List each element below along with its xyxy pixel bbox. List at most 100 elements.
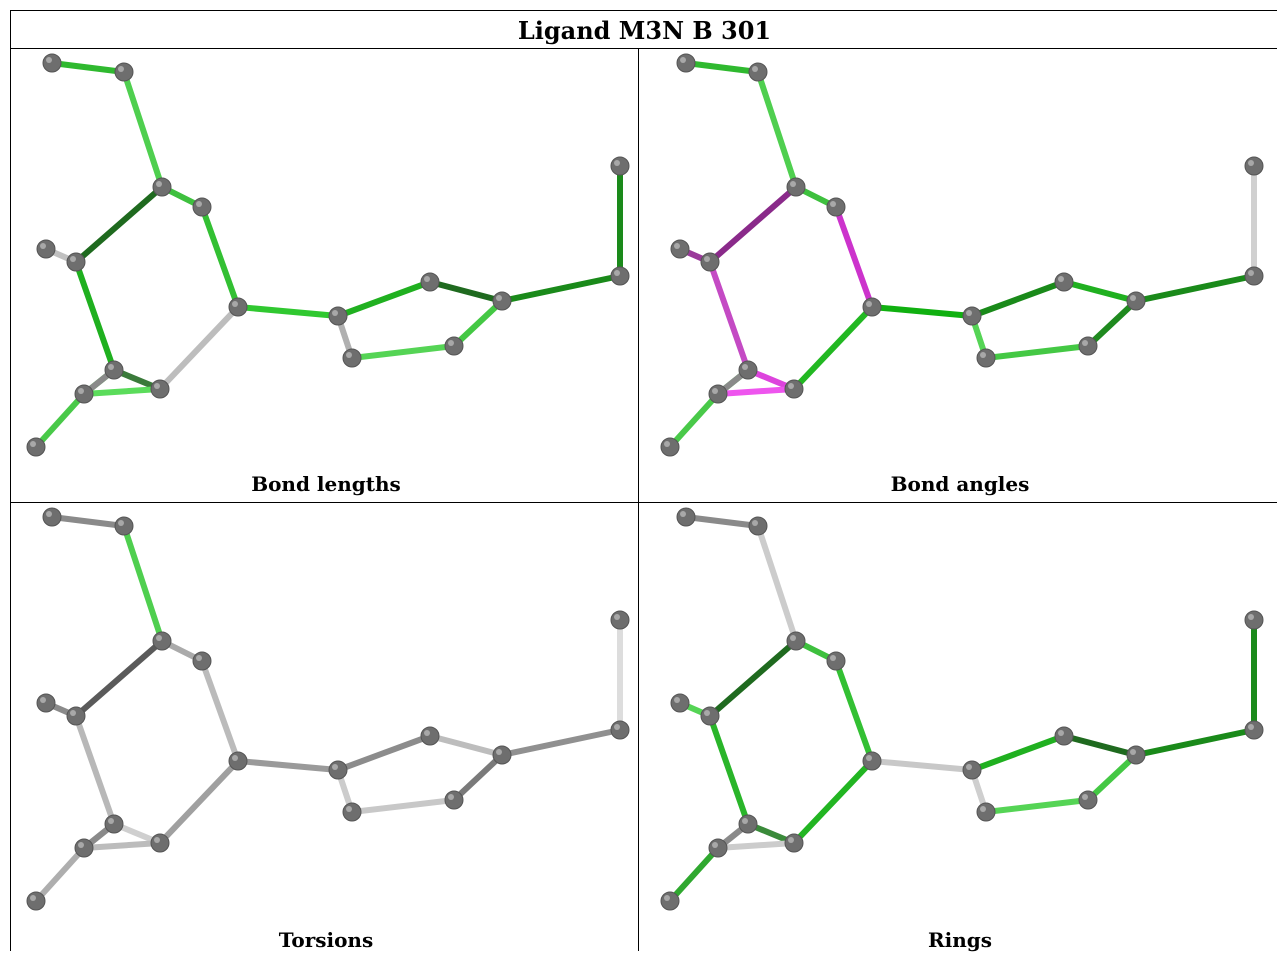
atom-highlight [742, 818, 748, 824]
atom-highlight [712, 842, 718, 848]
atom [42, 53, 62, 73]
atom [228, 297, 248, 317]
atom-highlight [742, 364, 748, 370]
atom-highlight [30, 895, 36, 901]
atom [444, 790, 464, 810]
atom [700, 252, 720, 272]
atom [114, 62, 134, 82]
page-title: Ligand M3N B 301 [10, 10, 1277, 49]
atom [962, 760, 982, 780]
atom [26, 891, 46, 911]
atom [610, 266, 630, 286]
atom-highlight [680, 57, 686, 63]
bond [1061, 733, 1139, 758]
bond [349, 343, 457, 361]
bond [755, 69, 799, 190]
atom-highlight [830, 201, 836, 207]
atom [74, 838, 94, 858]
bond [499, 273, 623, 304]
bond [1133, 273, 1257, 304]
atom-highlight [78, 842, 84, 848]
atom [104, 360, 124, 380]
bond [707, 259, 751, 373]
atom-highlight [154, 383, 160, 389]
atom [676, 507, 696, 527]
atom [708, 838, 728, 858]
atom-highlight [346, 806, 352, 812]
atom-highlight [448, 340, 454, 346]
atom-highlight [346, 352, 352, 358]
atom-highlight [332, 310, 338, 316]
atom [976, 802, 996, 822]
bond [715, 386, 797, 397]
bond [121, 523, 165, 644]
atom [328, 306, 348, 326]
bond [73, 259, 117, 373]
atom-highlight [496, 749, 502, 755]
atom [862, 751, 882, 771]
bond [791, 304, 875, 392]
atom-highlight [496, 295, 502, 301]
atom [1244, 266, 1264, 286]
atom [1244, 720, 1264, 740]
atom-highlight [1058, 730, 1064, 736]
bond [869, 758, 975, 773]
bond [199, 204, 241, 310]
atom-highlight [614, 160, 620, 166]
bond [1061, 279, 1139, 304]
bond [73, 713, 117, 827]
molecule-view-rings [660, 507, 1264, 911]
atom-highlight [154, 837, 160, 843]
atom-highlight [614, 614, 620, 620]
atom [700, 706, 720, 726]
atom [1244, 610, 1264, 630]
atom [1054, 272, 1074, 292]
bond [683, 60, 761, 75]
bond [235, 758, 341, 773]
bond [199, 658, 241, 764]
atom-highlight [664, 441, 670, 447]
atom-highlight [788, 383, 794, 389]
panel-rings: Rings [644, 504, 1276, 954]
atom-highlight [674, 697, 680, 703]
atom [150, 379, 170, 399]
atom-highlight [118, 520, 124, 526]
atom-highlight [332, 764, 338, 770]
bond [791, 758, 875, 846]
atom [74, 384, 94, 404]
bond [33, 845, 87, 904]
panel-bond-angles: Bond angles [644, 50, 1276, 500]
atom-highlight [712, 388, 718, 394]
bond [667, 845, 721, 904]
panel-caption: Torsions [278, 928, 374, 952]
bond [335, 279, 433, 319]
atom-highlight [1130, 295, 1136, 301]
atom-highlight [674, 243, 680, 249]
atom [420, 726, 440, 746]
atom-highlight [46, 57, 52, 63]
atom-highlight [196, 655, 202, 661]
bond [49, 60, 127, 75]
bond [73, 184, 165, 265]
atom-highlight [424, 276, 430, 282]
atom [104, 814, 124, 834]
panel-caption: Bond angles [890, 472, 1030, 496]
atom-highlight [1082, 794, 1088, 800]
atom [36, 693, 56, 713]
atom [228, 751, 248, 771]
atom-highlight [196, 201, 202, 207]
bond [81, 840, 163, 851]
atom-highlight [40, 243, 46, 249]
title-rule [10, 48, 1277, 49]
bond [983, 797, 1091, 815]
bond [667, 391, 721, 450]
molecule-view-bond-lengths [26, 53, 630, 457]
bond [335, 733, 433, 773]
atom-highlight [866, 301, 872, 307]
molecule-view-torsions [26, 507, 630, 911]
atom [1244, 156, 1264, 176]
bond [715, 840, 797, 851]
atom-highlight [46, 511, 52, 517]
atom [152, 631, 172, 651]
bond [73, 638, 165, 719]
